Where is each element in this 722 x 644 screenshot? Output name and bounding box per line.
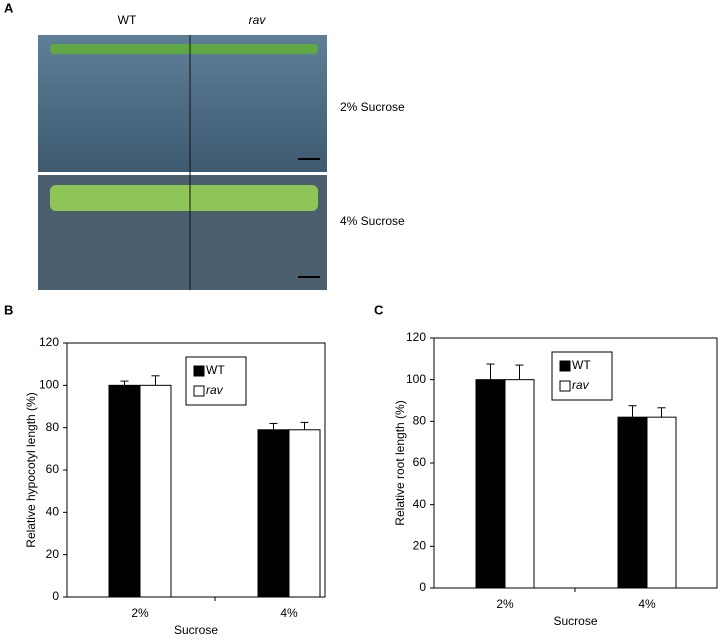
plate-photo [38,35,327,172]
bar [108,384,141,598]
legend-swatch [559,380,571,392]
column-label: WT [118,13,137,27]
bar [288,429,321,598]
y-tick-label: 0 [52,589,59,603]
legend-label: rav [572,378,590,392]
x-axis-label: Sucrose [174,623,218,637]
y-tick-label: 0 [419,580,426,594]
y-tick-label: 60 [413,455,427,469]
y-tick-label: 120 [406,330,426,344]
bar [475,379,506,589]
y-tick-label: 40 [46,505,60,519]
x-axis-label: Sucrose [553,614,597,628]
bar [504,379,535,589]
y-axis-label: Relative root length (%) [393,400,407,525]
legend [185,356,247,406]
seedlings [50,185,318,211]
seedlings [50,44,318,54]
y-tick-label: 120 [39,335,59,349]
legend-swatch [559,360,571,372]
legend [551,351,613,401]
y-axis-label: Relative hypocotyl length (%) [24,392,38,547]
legend-label: WT [206,363,225,377]
x-tick-label: 2% [496,597,514,611]
y-tick-label: 100 [406,372,426,386]
bar [139,384,172,598]
y-tick-label: 80 [413,414,427,428]
legend-label: rav [206,383,224,397]
y-tick-label: 40 [413,497,427,511]
x-tick-label: 2% [131,606,149,620]
y-tick-label: 20 [413,539,427,553]
y-tick-label: 100 [39,378,59,392]
column-label: rav [249,13,267,27]
row-label: 2% Sucrose [340,100,405,114]
legend-label: WT [572,358,591,372]
bar [617,416,648,589]
legend-swatch [193,385,205,397]
y-tick-label: 80 [46,420,60,434]
y-tick-label: 60 [46,462,60,476]
panel-label: A [4,0,14,15]
bar [646,416,677,589]
row-label: 4% Sucrose [340,214,405,228]
panel-label: C [374,302,384,317]
y-tick-label: 20 [46,547,60,561]
x-tick-label: 4% [638,597,656,611]
x-tick-label: 4% [280,606,298,620]
bar [257,429,290,598]
legend-swatch [193,365,205,377]
panel-label: B [4,302,13,317]
